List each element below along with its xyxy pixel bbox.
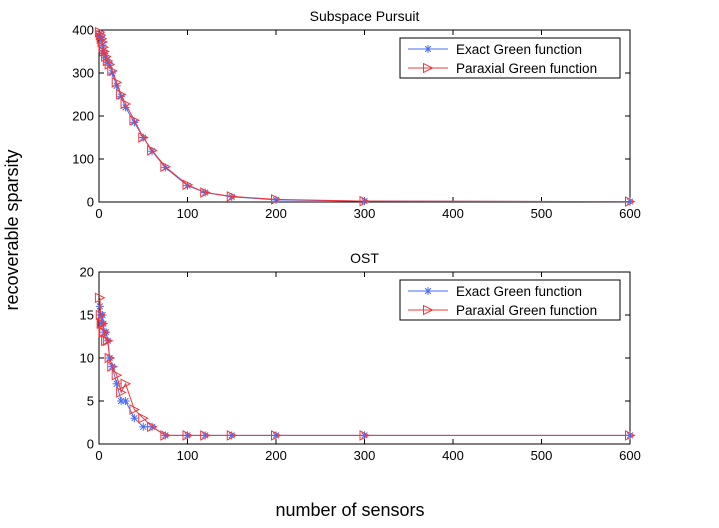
legend-label: Paraxial Green function [456, 303, 597, 318]
legend-marker [423, 62, 434, 74]
x-tick-label: 500 [531, 448, 553, 463]
data-point [94, 26, 106, 38]
data-point [102, 55, 114, 67]
y-tick-label: 20 [80, 265, 94, 280]
x-tick-label: 600 [619, 448, 641, 463]
y-tick-label: 400 [72, 23, 94, 38]
data-point [160, 430, 171, 441]
legend-marker [423, 304, 434, 316]
data-point [182, 179, 194, 191]
legend-label: Exact Green function [456, 284, 582, 299]
plot-title: Subspace Pursuit [310, 8, 420, 24]
data-point [97, 318, 109, 329]
data-point [359, 195, 371, 207]
legend-box [399, 37, 621, 79]
data-point [116, 387, 127, 398]
data-point [130, 414, 139, 423]
y-tick-label: 0 [87, 195, 94, 210]
data-point [104, 59, 116, 70]
subplot-1: Subspace Pursuit 0 100 200 300 400 500 600 0 100 2… [72, 8, 641, 221]
legend-marker [424, 45, 432, 53]
data-point [226, 430, 238, 441]
x-tick-label: 200 [265, 448, 287, 463]
y-tick-label: 10 [80, 351, 94, 366]
data-point [104, 352, 116, 364]
x-tick-label: 100 [177, 448, 199, 463]
data-point [160, 161, 171, 173]
y-tick-label: 0 [87, 437, 94, 452]
data-point [359, 430, 371, 441]
legend-marker [424, 287, 432, 295]
x-tick-label: 400 [442, 448, 464, 463]
data-point [102, 335, 114, 347]
data-point [98, 41, 110, 53]
data-point [112, 379, 121, 388]
data-point [200, 187, 211, 198]
data-point [94, 292, 106, 304]
data-point [107, 361, 118, 372]
data-point [99, 326, 110, 338]
data-point [116, 89, 127, 100]
x-tick-label: 200 [265, 206, 287, 221]
figure-x-axis-label: number of sensors [275, 500, 424, 520]
subplot-2: OST 0 100 200 300 400 500 600 0 5 10 15 20 Exact Gree… [80, 250, 641, 463]
data-point [120, 98, 132, 110]
legend: Exact Green function Paraxial Green funct… [399, 37, 621, 79]
data-point [96, 33, 108, 44]
y-tick-label: 5 [87, 394, 94, 409]
data-point [121, 397, 130, 405]
legend-box [399, 279, 621, 321]
y-tick-label: 300 [72, 66, 94, 81]
data-point [111, 77, 123, 88]
x-tick-label: 100 [177, 206, 199, 221]
y-tick-label: 200 [72, 109, 94, 124]
data-point [95, 309, 107, 321]
data-point [625, 196, 636, 207]
x-tick-label: 0 [95, 448, 102, 463]
x-tick-label: 300 [354, 206, 376, 221]
figure-y-axis-label: recoverable sparsity [2, 149, 22, 310]
data-point [271, 430, 282, 441]
data-point [101, 51, 112, 62]
data-point [107, 65, 118, 77]
x-tick-label: 400 [442, 206, 464, 221]
legend-label: Exact Green function [456, 42, 582, 57]
data-point [138, 412, 149, 424]
data-point [625, 430, 636, 441]
y-tick-label: 100 [72, 152, 94, 167]
data-point [129, 404, 141, 415]
series-line-2 [99, 32, 631, 203]
data-point [111, 369, 123, 381]
data-point [129, 114, 141, 126]
data-point [138, 132, 149, 143]
data-point [271, 194, 282, 205]
data-point [139, 422, 148, 431]
x-tick-label: 300 [354, 448, 376, 463]
y-tick-label: 15 [80, 308, 94, 323]
x-tick-label: 600 [619, 206, 641, 221]
legend: Exact Green function Paraxial Green funct… [399, 279, 621, 321]
data-point [200, 430, 211, 441]
data-point [182, 430, 194, 441]
data-point [101, 335, 112, 347]
legend-label: Paraxial Green function [456, 61, 597, 76]
data-point [120, 378, 132, 390]
data-point [147, 421, 158, 433]
data-point [226, 191, 238, 202]
data-point [95, 29, 107, 41]
plot-title: OST [350, 250, 379, 266]
data-point [147, 145, 158, 156]
x-tick-label: 0 [95, 206, 102, 221]
x-tick-label: 500 [531, 206, 553, 221]
